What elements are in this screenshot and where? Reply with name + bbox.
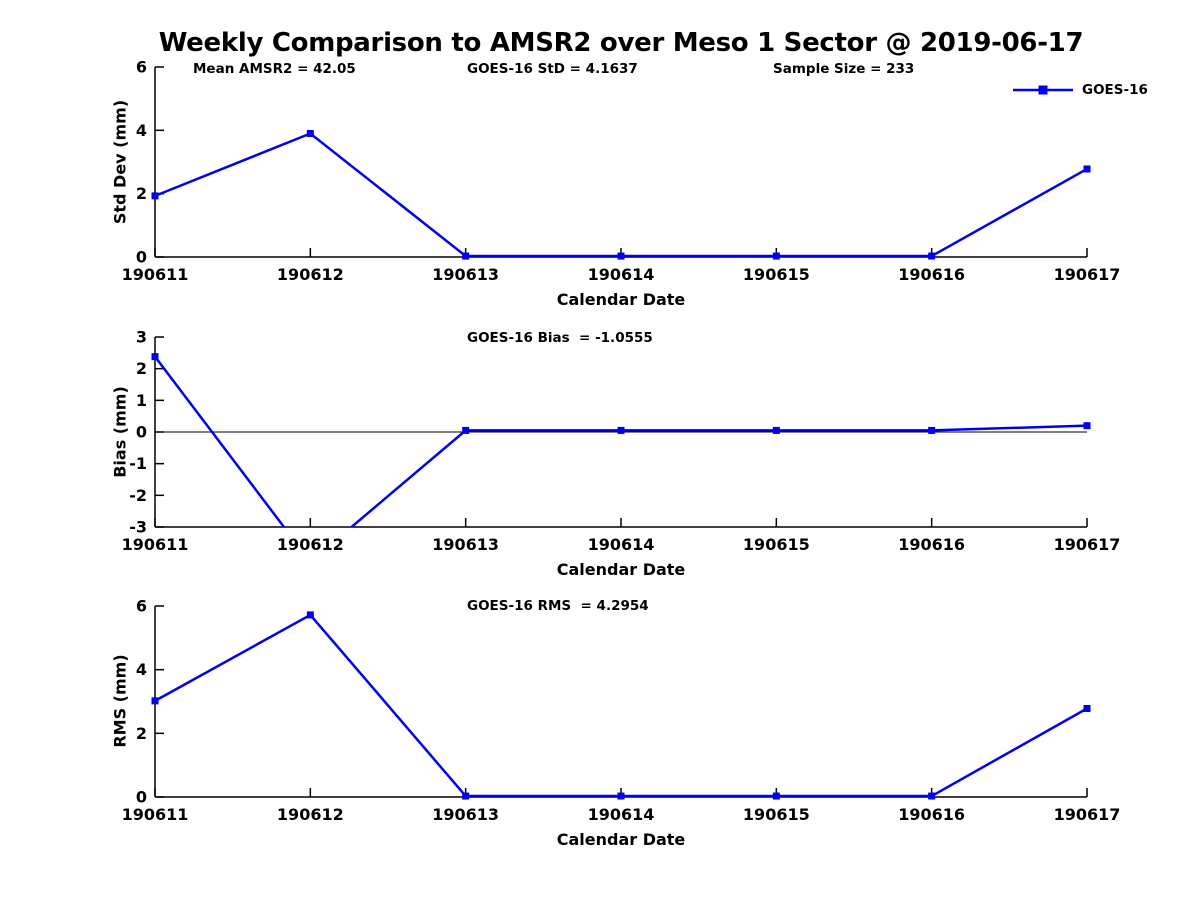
y-tick-label: 3 (136, 328, 147, 347)
y-tick-label: 2 (136, 359, 147, 378)
legend-line-sample-icon (1013, 85, 1073, 95)
data-point-marker (306, 130, 314, 137)
x-tick-label: 190617 (1054, 535, 1121, 554)
legend-marker-icon (1038, 85, 1048, 95)
xlabel-calendar-date-1: Calendar Date (556, 290, 686, 309)
y-tick-label: -3 (129, 518, 147, 537)
data-point-marker (772, 252, 780, 260)
x-tick-label: 190612 (277, 265, 344, 284)
data-point-marker (928, 252, 936, 260)
x-tick-label: 190616 (898, 265, 965, 284)
data-point-marker (928, 792, 936, 800)
data-point-marker (462, 426, 470, 434)
data-point-marker (151, 697, 159, 705)
x-tick-label: 190613 (432, 805, 499, 824)
subplot-1: 0 2 4 6 190611 190612 190613 190614 190615 190616… (122, 58, 1121, 285)
x-tick-label: 190614 (588, 805, 655, 824)
data-point-marker (617, 426, 625, 434)
y-tick-label: 2 (136, 724, 147, 743)
ylabel-bias: Bias (mm) (110, 386, 130, 478)
x-tick-label: 190615 (743, 535, 810, 554)
x-tick-label: 190611 (122, 805, 189, 824)
x-tick-label: 190617 (1054, 805, 1121, 824)
y-tick-label: 6 (136, 58, 147, 77)
data-point-marker (772, 792, 780, 800)
x-tick-label: 190611 (122, 265, 189, 284)
data-point-marker (306, 611, 314, 619)
data-point-marker (151, 192, 159, 200)
x-tick-label: 190617 (1054, 265, 1121, 284)
y-tick-label: 0 (136, 788, 147, 807)
annotation-goes16-std: GOES-16 StD = 4.1637 (467, 61, 638, 77)
x-tick-label: 190611 (122, 535, 189, 554)
data-point-marker (462, 792, 470, 800)
x-tick-label: 190615 (743, 805, 810, 824)
x-tick-label: 190614 (588, 265, 655, 284)
legend-label: GOES-16 (1082, 82, 1148, 98)
ylabel-std-dev: Std Dev (mm) (110, 99, 130, 225)
data-line-goes16 (154, 355, 1088, 527)
y-tick-label: 1 (136, 391, 147, 410)
data-point-marker (617, 792, 625, 800)
x-tick-label: 190616 (898, 535, 965, 554)
y-tick-label: -2 (129, 486, 147, 505)
annotation-goes16-bias: GOES-16 Bias = -1.0555 (467, 330, 653, 346)
xlabel-calendar-date-2: Calendar Date (556, 560, 686, 579)
data-point-marker (1083, 705, 1091, 713)
annotation-sample-size: Sample Size = 233 (773, 61, 915, 77)
y-tick-label: 4 (136, 121, 147, 140)
annotation-mean-amsr2: Mean AMSR2 = 42.05 (193, 61, 356, 77)
data-line-goes16 (154, 613, 1088, 797)
data-point-marker (151, 353, 159, 361)
y-tick-label: 2 (136, 184, 147, 203)
x-tick-label: 190612 (277, 805, 344, 824)
x-tick-label: 190616 (898, 805, 965, 824)
data-point-marker (1083, 165, 1091, 173)
figure-title: Weekly Comparison to AMSR2 over Meso 1 S… (158, 28, 1084, 58)
subplot-2: -3 -2 -1 0 1 2 3 190611 190612 190613 190614 190615… (122, 328, 1121, 555)
x-tick-label: 190612 (277, 535, 344, 554)
y-tick-label: 6 (136, 597, 147, 616)
y-tick-label: -1 (129, 454, 147, 473)
annotation-goes16-rms: GOES-16 RMS = 4.2954 (467, 598, 649, 614)
xlabel-calendar-date-3: Calendar Date (556, 830, 686, 849)
x-tick-label: 190614 (588, 535, 655, 554)
subplot-3: 0 2 4 6 190611 190612 190613 190614 190615 190616… (122, 597, 1121, 825)
ylabel-rms: RMS (mm) (110, 654, 130, 748)
data-point-marker (1083, 422, 1091, 430)
legend: GOES-16 (1012, 82, 1148, 98)
data-point-marker (928, 426, 936, 434)
y-tick-label: 0 (136, 423, 147, 442)
y-tick-label: 4 (136, 660, 147, 679)
data-point-marker (772, 426, 780, 434)
x-tick-label: 190613 (432, 535, 499, 554)
x-tick-label: 190613 (432, 265, 499, 284)
y-tick-label: 0 (136, 248, 147, 267)
x-tick-label: 190615 (743, 265, 810, 284)
data-point-marker (462, 252, 470, 260)
data-line-goes16 (154, 132, 1088, 257)
data-point-marker (617, 252, 625, 260)
